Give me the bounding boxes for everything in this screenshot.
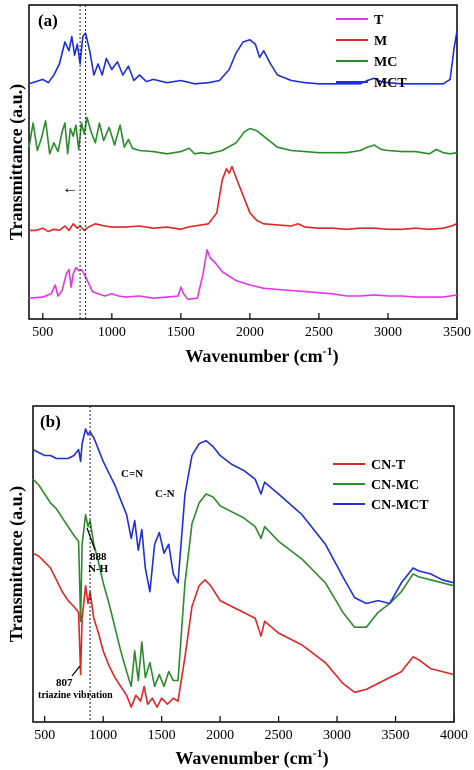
annotation-nh: N-H bbox=[88, 563, 109, 575]
x-tick-label: 2500 bbox=[305, 325, 333, 340]
series-line-cn-mct bbox=[32, 428, 455, 605]
series-line-mc bbox=[28, 116, 458, 155]
x-tick-label: 3500 bbox=[382, 728, 410, 743]
annotation-807: 807 bbox=[56, 677, 73, 689]
x-tick-label: 2000 bbox=[236, 325, 264, 340]
x-tick-label: 1500 bbox=[148, 728, 176, 743]
legend-label-cn-mct: CN-MCT bbox=[371, 498, 429, 513]
panel-b-legend: CN-T CN-MC CN-MCT bbox=[333, 458, 429, 513]
panel-b-x-ticks: 500 1000 1500 2000 2500 3000 3500 4000 bbox=[34, 716, 468, 743]
x-tick-label: 2500 bbox=[265, 728, 293, 743]
x-tick-label: 3500 bbox=[443, 325, 471, 340]
panel-a-legend: TM MC MCT bbox=[336, 13, 407, 91]
panel-a-x-ticks: 500 1000 1500 2000 2500 3000 3500 bbox=[32, 313, 471, 340]
panel-b-label: (b) bbox=[40, 412, 61, 431]
legend-label-cn-t: CN-T bbox=[371, 458, 406, 473]
panel-a-y-axis-label: Transmittance (a.u.) bbox=[6, 84, 27, 240]
annotation-cn-double: C=N bbox=[121, 468, 143, 480]
series-line-mct bbox=[28, 30, 458, 85]
panel-a-label: (a) bbox=[38, 11, 58, 30]
x-tick-label: 2000 bbox=[206, 728, 234, 743]
legend-label-mct: MCT bbox=[374, 76, 407, 91]
panel-a-reference-lines bbox=[79, 5, 87, 319]
panel-a-series bbox=[28, 30, 458, 301]
series-line-cn-t bbox=[32, 552, 455, 708]
annotation-888: 888 bbox=[90, 551, 107, 563]
annotation-cn-single: C-N bbox=[155, 488, 175, 500]
panel-b-frame bbox=[32, 405, 455, 723]
panel-a: 500 1000 1500 2000 2500 3000 3500 (a) ← TM MC MC… bbox=[6, 4, 471, 367]
series-line-m bbox=[29, 165, 458, 233]
annotation-888-arrow bbox=[86, 527, 96, 551]
x-tick-label: 500 bbox=[34, 728, 55, 743]
series-line-t bbox=[28, 249, 458, 301]
panel-b-y-axis-label: Transmittance (a.u.) bbox=[6, 486, 27, 642]
panel-b-series bbox=[32, 428, 455, 708]
series-line-cn-mc bbox=[32, 478, 455, 688]
legend-label-cn-mc: CN-MC bbox=[371, 478, 419, 493]
x-tick-label: 1500 bbox=[167, 325, 195, 340]
legend-label-m: M bbox=[374, 34, 387, 49]
x-tick-label: 500 bbox=[32, 325, 53, 340]
panel-a-x-axis-label: Wavenumber (cm-1) bbox=[185, 344, 338, 367]
x-tick-label: 4000 bbox=[440, 728, 468, 743]
x-tick-label: 1000 bbox=[89, 728, 117, 743]
x-tick-label: 1000 bbox=[98, 325, 126, 340]
annotation-triazine: triazine vibration bbox=[38, 690, 113, 701]
legend-label-mc: MC bbox=[374, 55, 397, 70]
panel-a-shift-arrow: ← bbox=[62, 180, 78, 197]
panel-a-frame bbox=[28, 4, 458, 320]
x-tick-label: 3000 bbox=[374, 325, 402, 340]
panel-b: 500 1000 1500 2000 2500 3000 3500 4000 (b) C=N … bbox=[6, 405, 468, 769]
legend-label-t: T bbox=[374, 13, 384, 28]
annotation-807-arrow bbox=[71, 665, 81, 677]
panel-b-x-axis-label: Wavenumber (cm-1) bbox=[175, 746, 328, 769]
x-tick-label: 3000 bbox=[323, 728, 351, 743]
